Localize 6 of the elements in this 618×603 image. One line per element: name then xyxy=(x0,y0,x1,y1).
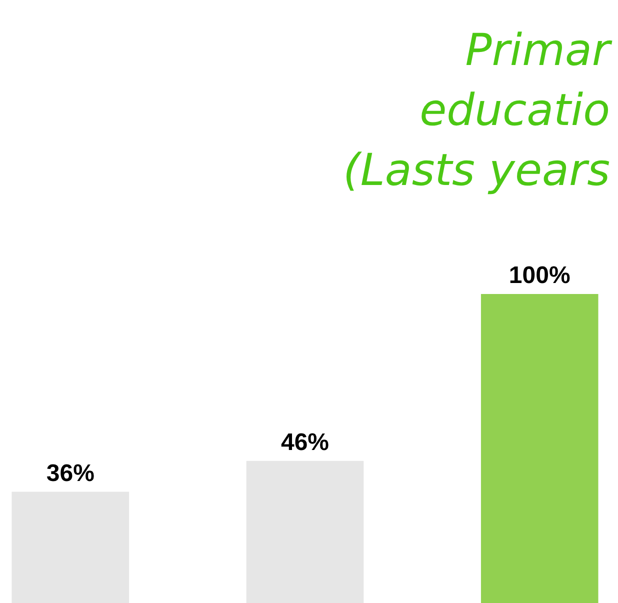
text: Primar xyxy=(465,25,610,76)
data-label: 46% xyxy=(280,428,330,456)
text: educatio xyxy=(420,85,610,136)
data-label: 36% xyxy=(46,460,94,487)
data-label: 100% xyxy=(508,262,570,289)
text: (Lasts years xyxy=(343,145,610,196)
